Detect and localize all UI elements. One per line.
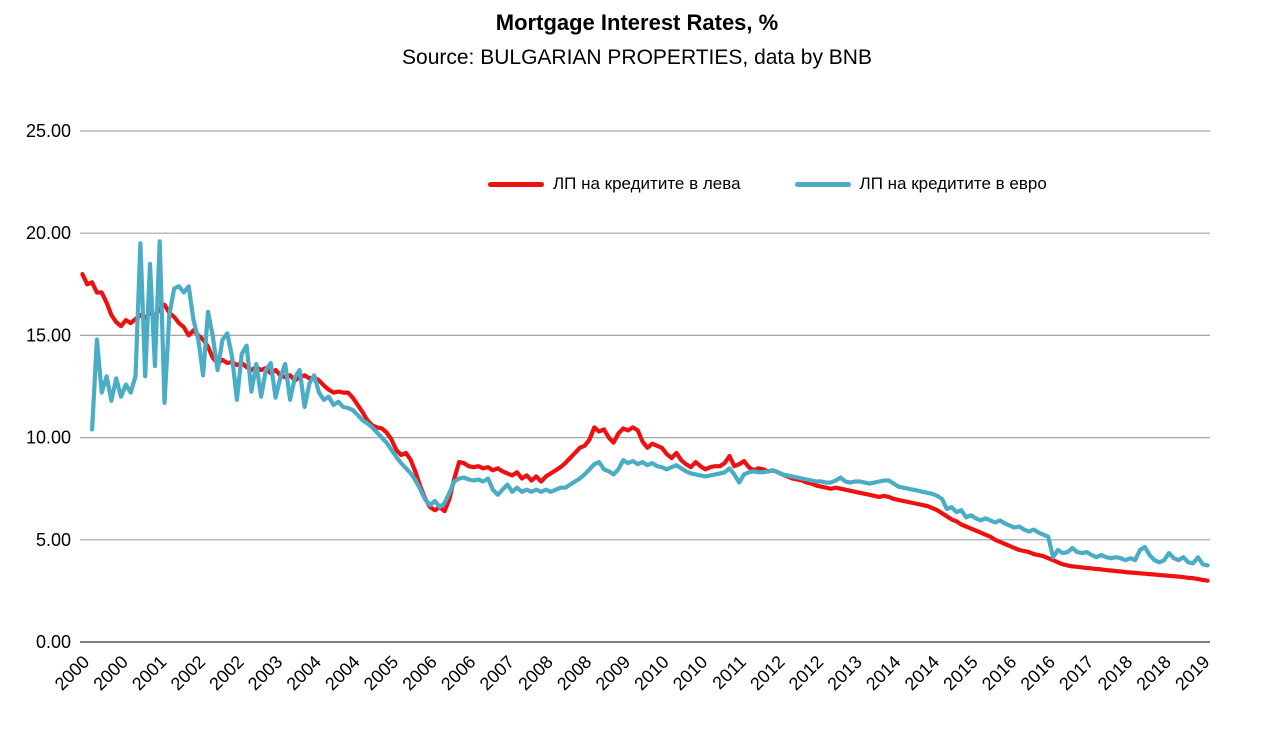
y-axis-tick-label: 20.00 <box>26 223 71 243</box>
y-axis-tick-label: 5.00 <box>36 530 71 550</box>
x-axis-tick-label: 2018 <box>1094 652 1136 694</box>
x-axis-tick-label: 2000 <box>51 652 93 694</box>
x-axis-tick-label: 2010 <box>669 652 711 694</box>
x-axis-tick-label: 2004 <box>283 652 325 694</box>
x-axis-tick-label: 2012 <box>746 652 788 694</box>
x-axis-tick-label: 2012 <box>785 652 827 694</box>
x-axis-tick-label: 2003 <box>244 652 286 694</box>
x-axis-tick-label: 2007 <box>476 652 518 694</box>
x-axis-tick-label: 2013 <box>823 652 865 694</box>
x-axis-tick-label: 2009 <box>592 652 634 694</box>
x-axis-tick-label: 2006 <box>437 652 479 694</box>
x-axis-tick-label: 2016 <box>1017 652 1059 694</box>
x-axis-tick-label: 2008 <box>514 652 556 694</box>
x-axis-tick-label: 2005 <box>360 652 402 694</box>
x-axis-tick-label: 2001 <box>128 652 170 694</box>
x-axis-tick-label: 2018 <box>1132 652 1174 694</box>
x-axis-tick-label: 2011 <box>708 652 750 694</box>
x-axis-tick-label: 2019 <box>1171 652 1213 694</box>
legend-item-euro: ЛП на кредитите в евро <box>794 174 1047 194</box>
legend-item-leva: ЛП на кредитите в лева <box>488 174 741 194</box>
x-axis-tick-label: 2010 <box>630 652 672 694</box>
x-axis-tick-label: 2008 <box>553 652 595 694</box>
legend-line-teal-icon <box>794 181 851 187</box>
x-axis-tick-label: 2014 <box>862 652 904 694</box>
x-axis-tick-label: 2014 <box>901 652 943 694</box>
x-axis-tick-label: 2004 <box>321 652 363 694</box>
x-axis-tick-label: 2002 <box>205 652 247 694</box>
x-axis-tick-label: 2006 <box>398 652 440 694</box>
chart-title: Mortgage Interest Rates, % <box>495 10 779 35</box>
x-axis-tick-label: 2017 <box>1055 652 1097 694</box>
x-axis-tick-label: 2000 <box>89 652 131 694</box>
x-axis-tick-label: 2002 <box>167 652 209 694</box>
y-axis-tick-label: 10.00 <box>26 428 71 448</box>
legend-label-leva: ЛП на кредитите в лева <box>553 174 741 193</box>
x-axis-tick-label: 2016 <box>978 652 1020 694</box>
series-line-euro <box>90 239 1210 568</box>
legend-label-euro: ЛП на кредитите в евро <box>859 174 1047 193</box>
legend: ЛП на кредитите в лева ЛП на кредитите в… <box>488 174 1047 194</box>
y-axis-tick-label: 0.00 <box>36 632 71 652</box>
y-axis-tick-label: 25.00 <box>26 121 71 141</box>
legend-line-red-icon <box>488 181 544 187</box>
chart-subtitle: Source: BULGARIAN PROPERTIES, data by BN… <box>402 46 872 69</box>
y-axis-tick-label: 15.00 <box>26 325 71 345</box>
x-axis-tick-label: 2015 <box>939 652 981 694</box>
